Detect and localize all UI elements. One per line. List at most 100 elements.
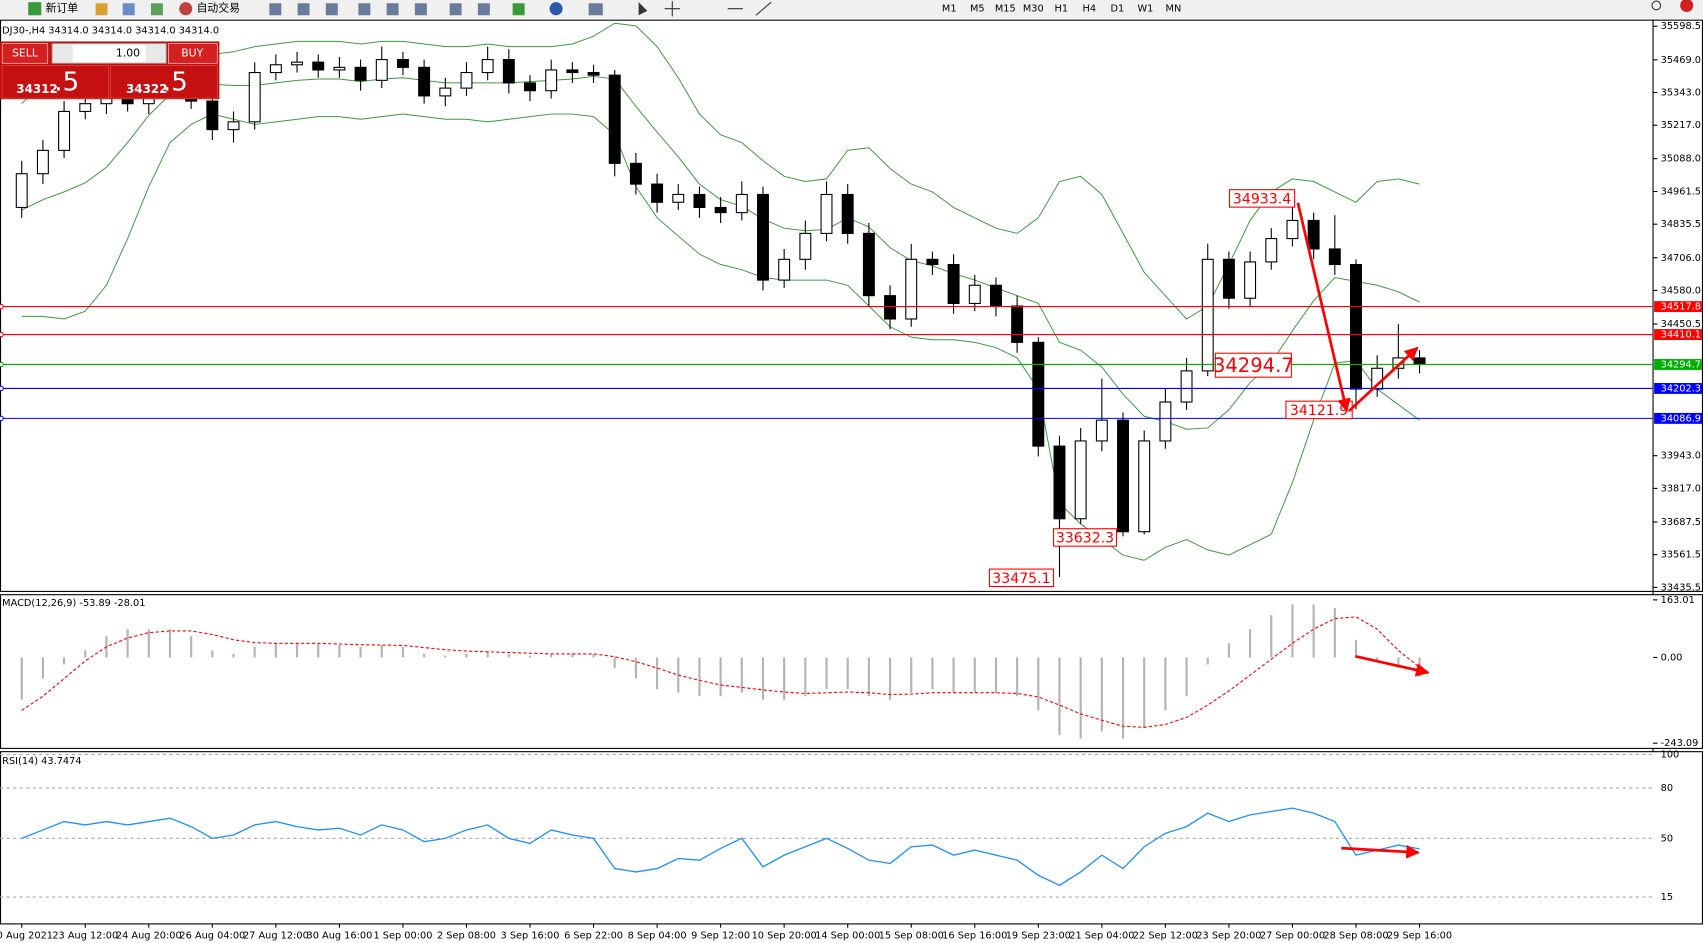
search-icon[interactable]: [1651, 0, 1662, 11]
y-tick-label: 15: [1661, 892, 1673, 903]
alert-icon[interactable]: [1680, 0, 1694, 12]
candle-body: [651, 183, 664, 203]
plots: 35598.5 35469.0 35343.0 35217.0 35088.0 34961…: [0, 21, 1702, 941]
line-tools[interactable]: [727, 1, 772, 16]
toolbar-icon[interactable]: [122, 3, 135, 16]
x-tick-label: 27 Aug 12:00: [243, 930, 309, 941]
buy-label[interactable]: BUY: [181, 46, 203, 59]
x-tick-label: 8 Sep 04:00: [628, 930, 687, 941]
price-label-bg: [1654, 382, 1702, 394]
candle-body: [587, 72, 600, 76]
candle-body: [1011, 305, 1024, 343]
timeframe-button[interactable]: W1: [1137, 4, 1153, 15]
timeframe-button[interactable]: D1: [1111, 4, 1125, 15]
sell-label[interactable]: SELL: [12, 46, 38, 59]
auto-trading-icon[interactable]: [179, 2, 193, 16]
candle-body: [227, 121, 240, 131]
price-label: 34086.9: [1661, 413, 1701, 424]
x-tick-label: 6 Sep 22:00: [564, 930, 623, 941]
x-tick-label: 3 Sep 16:00: [501, 930, 560, 941]
buy-price[interactable]: 34322: [126, 82, 168, 96]
tool-icon[interactable]: [269, 3, 282, 16]
candle-body: [1095, 419, 1108, 442]
volume-down[interactable]: [53, 44, 73, 63]
new-order-button[interactable]: 新订单: [46, 1, 79, 15]
drawing-tools: [269, 1, 772, 17]
candle-body: [1201, 258, 1214, 372]
sell-pip[interactable]: .5: [54, 67, 79, 97]
volume-input[interactable]: [51, 43, 167, 64]
sell-price[interactable]: 34312: [16, 82, 58, 96]
candle-body: [524, 82, 536, 92]
line-anchor: [0, 385, 4, 392]
rsi-panel: [0, 751, 1703, 925]
timeframe-button[interactable]: M30: [1023, 4, 1044, 15]
candle-body: [820, 193, 833, 234]
tool-icon[interactable]: [414, 3, 427, 16]
signal-line: [21, 616, 1420, 728]
y-tick-label: 33435.5: [1661, 582, 1701, 593]
buy-price-box[interactable]: [110, 65, 218, 99]
candle-body: [481, 59, 494, 74]
tool-icon[interactable]: [449, 3, 462, 16]
timeframe-button[interactable]: H1: [1055, 4, 1069, 15]
toolbar-icon[interactable]: [95, 3, 108, 16]
candle-body: [439, 87, 452, 97]
timeframe-button[interactable]: M1: [942, 4, 957, 15]
crosshair-icon[interactable]: [664, 1, 680, 17]
tool-icon[interactable]: [588, 3, 603, 16]
buy-button[interactable]: [168, 43, 218, 64]
timeframe-button[interactable]: M5: [970, 4, 985, 15]
price-panel: [0, 19, 1703, 592]
annotation: 34933.4: [1233, 191, 1291, 207]
candle-body: [968, 284, 981, 304]
arrow: [1341, 845, 1420, 859]
x-tick-label: 9 Sep 12:00: [691, 930, 750, 941]
auto-trading-button[interactable]: 自动交易: [197, 1, 240, 15]
volume-up[interactable]: [145, 44, 166, 63]
one-click-trading: SELL 1.00 BUY 34312 .5 34322 .5: [0, 41, 220, 100]
new-order-icon[interactable]: [28, 2, 42, 16]
buy-pip[interactable]: .5: [163, 67, 188, 97]
candle-body: [15, 173, 28, 208]
candle-body: [862, 232, 875, 297]
candle-body: [269, 64, 282, 74]
price-label-bg: [1654, 412, 1702, 424]
sell-price-box[interactable]: [1, 65, 109, 99]
tool-icon[interactable]: [512, 3, 525, 16]
timeframe-button[interactable]: M15: [995, 4, 1016, 15]
toolbar-icon[interactable]: [150, 3, 163, 16]
annotation: 34121.9: [1290, 403, 1348, 419]
x-tick-label: 20 Aug 2021: [0, 930, 53, 941]
y-tick-label: 80: [1661, 783, 1673, 794]
tool-icon[interactable]: [325, 3, 338, 16]
candle-body: [354, 66, 367, 81]
price-label-bg: [1654, 359, 1702, 370]
candle-body: [36, 149, 49, 175]
tool-icon[interactable]: [477, 3, 490, 16]
candle-body: [291, 61, 304, 66]
candle-body: [333, 66, 346, 71]
tool-icon[interactable]: [297, 3, 310, 16]
sell-button[interactable]: [1, 43, 49, 64]
macd-panel: [0, 594, 1703, 749]
candle-body: [926, 258, 939, 266]
annotation: 33475.1: [992, 571, 1050, 587]
toolbar: [0, 0, 1703, 19]
timeframe-button[interactable]: MN: [1166, 4, 1182, 15]
candle-body: [1265, 238, 1278, 263]
tool-icon[interactable]: [549, 2, 563, 16]
candle-body: [79, 103, 92, 113]
x-tick-label: 29 Sep 16:00: [1387, 930, 1452, 941]
candle-body: [1350, 263, 1362, 390]
tool-icon[interactable]: [386, 3, 399, 16]
volume-value[interactable]: 1.00: [116, 46, 140, 59]
y-tick-label: 0.00: [1661, 652, 1683, 663]
annotation-box: [1214, 352, 1292, 378]
candle-body: [460, 72, 473, 89]
y-tick-label: 34961.5: [1661, 186, 1701, 197]
timeframe-button[interactable]: H4: [1083, 4, 1097, 15]
tool-icon[interactable]: [358, 3, 371, 16]
cursor-icon[interactable]: [638, 2, 648, 16]
candle-body: [1117, 419, 1129, 533]
